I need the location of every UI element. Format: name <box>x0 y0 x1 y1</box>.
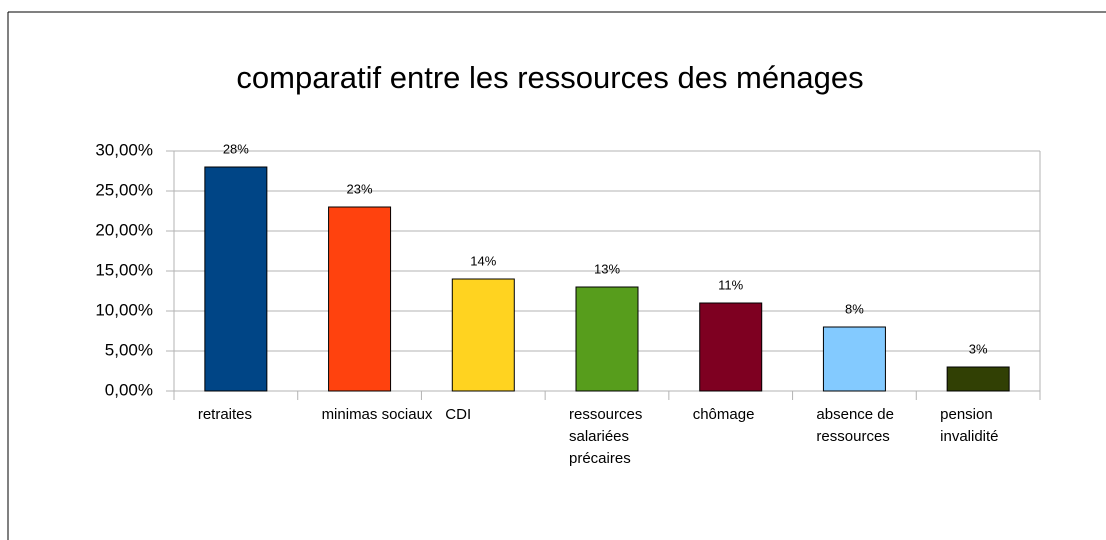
chart-title: comparatif entre les ressources des ména… <box>236 60 863 95</box>
bar <box>451 278 515 392</box>
data-label: 23% <box>347 181 373 196</box>
y-tick-label: 25,00% <box>95 180 153 199</box>
data-label: 3% <box>969 341 988 356</box>
y-tick-label: 5,00% <box>105 340 153 359</box>
bar <box>575 286 639 392</box>
y-tick-label: 0,00% <box>105 380 153 399</box>
bar <box>946 366 1010 392</box>
x-tick-label: minimas sociaux <box>321 406 433 423</box>
data-label: 8% <box>845 301 864 316</box>
x-tick-label: retraites <box>197 406 253 423</box>
data-label: 28% <box>223 141 249 156</box>
y-tick-label: 20,00% <box>95 220 153 239</box>
data-label: 14% <box>470 253 496 268</box>
x-tick-label: CDI <box>445 406 472 423</box>
y-tick-label: 30,00% <box>95 140 153 159</box>
x-tick-label: ressources salariées précaires <box>569 406 643 467</box>
y-tick-label: 15,00% <box>95 260 153 279</box>
bar <box>699 302 763 392</box>
x-tick-label: pension invalidité <box>940 406 999 445</box>
bar <box>328 206 392 392</box>
data-label: 13% <box>594 261 620 276</box>
data-label: 11% <box>718 277 743 292</box>
bar <box>204 166 268 392</box>
x-tick-label: chômage <box>692 406 755 423</box>
x-tick-label: absence de ressources <box>816 406 894 445</box>
bar <box>822 326 886 392</box>
y-tick-label: 10,00% <box>95 300 153 319</box>
